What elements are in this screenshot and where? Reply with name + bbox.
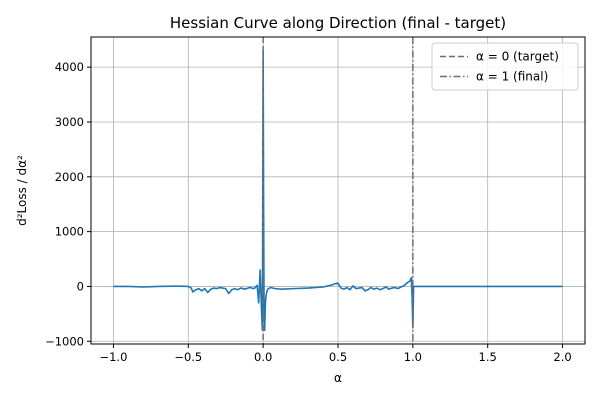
series-layer <box>113 49 563 332</box>
x-tick-label: 0.0 <box>254 350 272 364</box>
x-tick-label: 2.0 <box>553 350 571 364</box>
legend-label-target: α = 0 (target) <box>476 50 559 64</box>
legend-label-final: α = 1 (final) <box>476 70 548 84</box>
legend-box <box>431 42 579 91</box>
y-tick-label: 1000 <box>55 225 84 239</box>
x-axis-ticks: −1.0 −0.5 0.0 0.5 1.0 1.5 2.0 <box>99 344 572 364</box>
x-tick-label: −1.0 <box>99 350 127 364</box>
x-tick-label: −0.5 <box>174 350 202 364</box>
y-tick-label: 0 <box>77 279 84 293</box>
x-tick-label: 1.0 <box>404 350 422 364</box>
y-tick-label: 4000 <box>55 60 84 74</box>
y-axis-label: d²Loss / dα² <box>15 155 29 226</box>
y-tick-label: 2000 <box>55 170 84 184</box>
legend: α = 0 (target) α = 1 (final) <box>431 42 579 91</box>
reference-lines <box>262 37 414 344</box>
hessian-series-line <box>113 49 563 332</box>
chart-title: Hessian Curve along Direction (final - t… <box>170 14 506 32</box>
y-axis-ticks: −1000 0 1000 2000 3000 4000 <box>45 60 91 348</box>
x-tick-label: 1.5 <box>479 350 497 364</box>
y-tick-label: 3000 <box>55 115 84 129</box>
x-axis-label: α <box>334 371 342 385</box>
y-tick-label: −1000 <box>45 334 84 348</box>
x-tick-label: 0.5 <box>329 350 347 364</box>
